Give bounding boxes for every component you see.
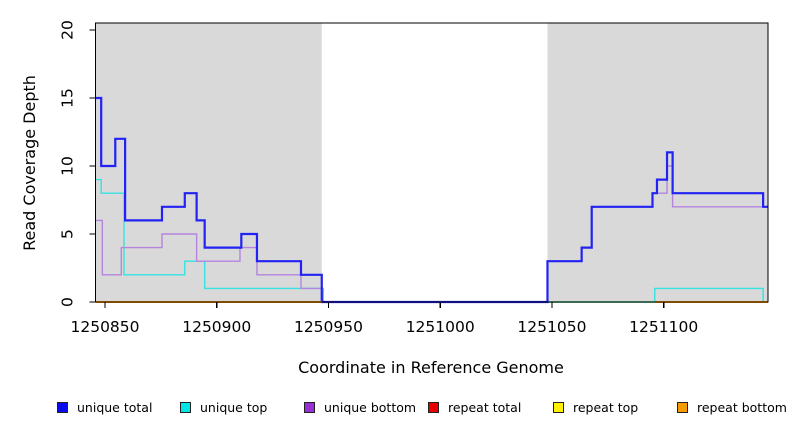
legend: unique total unique top unique bottom repea…: [0, 398, 792, 422]
legend-item-repeat-total: repeat total: [428, 398, 521, 416]
legend-item-repeat-top: repeat top: [553, 398, 638, 416]
alignable-region-shade: [547, 23, 769, 302]
legend-swatch-unique-bottom: [304, 401, 315, 413]
y-tick-label: 0: [59, 297, 77, 307]
legend-label: unique bottom: [324, 399, 417, 415]
y-tick-label: 5: [59, 229, 77, 239]
plot-box: [95, 22, 769, 303]
x-tick-label: 1250950: [294, 318, 363, 336]
legend-label: repeat total: [448, 399, 522, 415]
alignable-region-shade: [95, 23, 322, 302]
legend-item-unique-top: unique top: [180, 398, 267, 416]
y-axis-title: Read Coverage Depth: [20, 75, 39, 251]
y-tick-label: 10: [59, 156, 77, 176]
legend-swatch-repeat-bottom: [677, 401, 688, 413]
y-tick-label: 20: [59, 20, 77, 40]
legend-swatch-unique-top: [180, 401, 191, 413]
legend-item-unique-total: unique total: [57, 398, 152, 416]
y-tick-label: 15: [59, 88, 77, 108]
axes: 1250850 1250900 1250950 1251000 1251050 12511…: [59, 20, 769, 336]
x-tick-label: 1250850: [70, 318, 139, 336]
x-axis-title: Coordinate in Reference Genome: [298, 358, 564, 377]
legend-label: unique top: [200, 399, 268, 415]
legend-item-unique-bottom: unique bottom: [304, 398, 416, 416]
legend-label: repeat top: [573, 399, 639, 415]
legend-swatch-repeat-top: [553, 401, 564, 413]
legend-item-repeat-bottom: repeat bottom: [677, 398, 787, 416]
alignable-region-shading: [95, 23, 769, 302]
x-tick-label: 1251000: [406, 318, 475, 336]
series-line-unique-top: [95, 178, 769, 303]
x-tick-label: 1250900: [182, 318, 251, 336]
legend-swatch-repeat-total: [428, 401, 439, 413]
legend-label: unique total: [77, 399, 153, 415]
legend-label: repeat bottom: [697, 399, 787, 415]
x-tick-label: 1251050: [517, 318, 586, 336]
legend-swatch-unique-total: [57, 401, 68, 413]
series-line-unique-total: [95, 96, 769, 304]
x-tick-label: 1251100: [629, 318, 698, 336]
